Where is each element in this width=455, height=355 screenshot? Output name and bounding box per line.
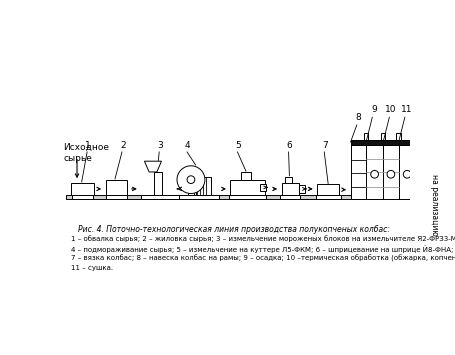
Circle shape: [187, 176, 195, 184]
Polygon shape: [144, 161, 162, 172]
Circle shape: [371, 170, 379, 178]
Bar: [317, 184, 339, 195]
Text: 4: 4: [185, 141, 191, 151]
Bar: [154, 172, 162, 195]
Text: 8: 8: [355, 113, 361, 122]
Text: 1 – обвалка сырья; 2 – жиловка сырья; 3 – измельчение мороженых блоков на измель: 1 – обвалка сырья; 2 – жиловка сырья; 3 …: [71, 235, 455, 242]
Bar: [351, 145, 416, 199]
Bar: [396, 133, 401, 140]
Bar: [72, 195, 92, 199]
Bar: [351, 140, 416, 145]
Text: Исходное
сырье: Исходное сырье: [63, 143, 109, 163]
Bar: [285, 176, 293, 183]
Bar: [280, 195, 300, 199]
Text: на реализацию: на реализацию: [430, 174, 440, 236]
Text: 9: 9: [371, 105, 377, 114]
Text: 5: 5: [235, 141, 241, 151]
Bar: [231, 180, 264, 195]
Text: 6: 6: [287, 141, 292, 151]
Text: 4 – подмораживание сырья; 5 – измельчение на куттере Л5-ФКМ; 6 – шприцевание на : 4 – подмораживание сырья; 5 – измельчени…: [71, 245, 453, 253]
Bar: [298, 185, 305, 193]
Text: 7: 7: [322, 141, 328, 151]
Bar: [106, 195, 126, 199]
Bar: [364, 133, 369, 140]
Text: Рис. 4. Поточно-технологическая линия производства полукопченых колбас:: Рис. 4. Поточно-технологическая линия пр…: [77, 225, 389, 234]
Text: 2: 2: [120, 141, 126, 151]
Circle shape: [387, 170, 395, 178]
Circle shape: [403, 170, 411, 178]
Bar: [229, 195, 266, 199]
Bar: [241, 172, 251, 180]
Bar: [381, 133, 385, 140]
Bar: [178, 195, 219, 199]
Text: 1: 1: [85, 141, 91, 151]
Text: 11: 11: [401, 105, 412, 114]
Bar: [142, 195, 178, 199]
Text: 10: 10: [385, 105, 397, 114]
Bar: [188, 189, 194, 195]
Bar: [196, 176, 211, 195]
Bar: [106, 180, 127, 195]
Bar: [316, 195, 340, 199]
Bar: [416, 148, 427, 191]
Bar: [66, 195, 376, 199]
Text: 7 – вязка колбас; 8 – навеска колбас на рамы; 9 – осадка; 10 –термическая обрабо: 7 – вязка колбас; 8 – навеска колбас на …: [71, 255, 455, 262]
Text: 11 – сушка.: 11 – сушка.: [71, 265, 113, 271]
Circle shape: [177, 166, 205, 193]
Bar: [260, 184, 266, 191]
Bar: [71, 183, 94, 195]
Text: 3: 3: [157, 141, 163, 151]
Bar: [282, 183, 298, 195]
